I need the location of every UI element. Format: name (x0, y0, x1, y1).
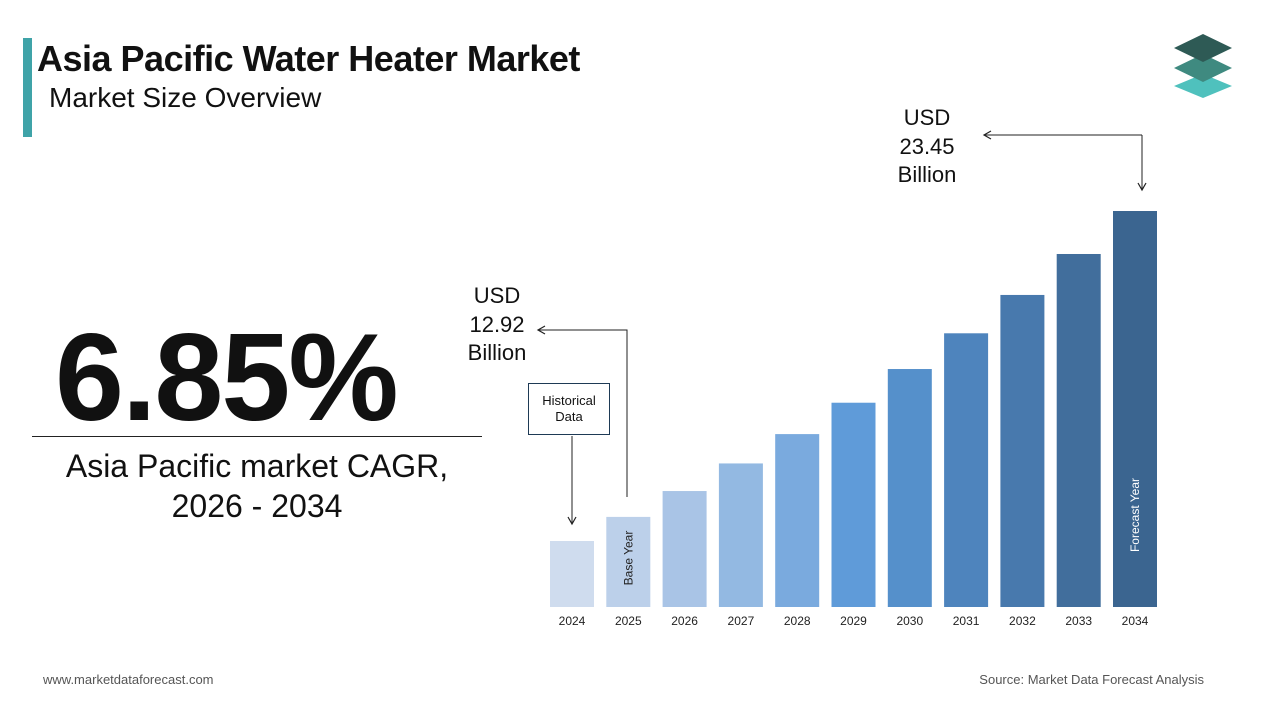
end-value-callout: USD 23.45 Billion (877, 104, 977, 190)
accent-bar (23, 38, 32, 137)
bar-2024 (550, 541, 594, 607)
logo-layer-bottom (1174, 74, 1232, 98)
bar-2032 (1000, 294, 1045, 607)
cagr-label: Asia Pacific market CAGR, 2026 - 2034 (32, 446, 482, 526)
historical-box-line1: Historical (542, 393, 596, 408)
start-value-arrow (536, 325, 628, 497)
x-tick-label-2026: 2026 (671, 614, 698, 628)
start-callout-unit: Billion (467, 340, 527, 365)
x-tick-label-2030: 2030 (896, 614, 923, 628)
end-callout-value: 23.45 (899, 133, 955, 159)
historical-data-box: Historical Data (528, 383, 610, 435)
x-tick-label-2028: 2028 (784, 614, 811, 628)
bar-2031 (944, 333, 989, 607)
base-year-label: Base Year (621, 531, 635, 586)
start-value-callout: USD 12.92 Billion (447, 282, 547, 368)
bar-2033 (1056, 253, 1101, 607)
cagr-label-line1: Asia Pacific market CAGR, (65, 448, 449, 484)
bar-2028 (775, 434, 820, 607)
footer-website: www.marketdataforecast.com (43, 672, 214, 687)
x-tick-label-2024: 2024 (559, 614, 586, 628)
end-callout-unit: Billion (897, 162, 957, 187)
bar-2025 (606, 516, 651, 607)
x-tick-label-2027: 2027 (728, 614, 755, 628)
bar-2034 (1113, 211, 1157, 607)
page-subtitle: Market Size Overview (49, 82, 322, 113)
cagr-divider (32, 436, 482, 437)
logo-layer-middle (1174, 54, 1232, 82)
logo-layer-top (1174, 34, 1232, 62)
bar-2026 (662, 491, 707, 607)
cagr-value: 6.85% (55, 309, 399, 447)
x-tick-label-2034: 2034 (1122, 614, 1149, 628)
x-tick-label-2033: 2033 (1065, 614, 1092, 628)
forecast-year-label: Forecast Year (1128, 478, 1142, 552)
end-callout-currency: USD (903, 105, 951, 130)
cagr-label-line2: 2026 - 2034 (171, 488, 343, 524)
bar-2029 (831, 402, 876, 607)
start-callout-currency: USD (473, 283, 521, 308)
bar-2030 (887, 369, 932, 607)
x-tick-label-2032: 2032 (1009, 614, 1036, 628)
historical-box-line2: Data (555, 409, 583, 424)
x-tick-label-2031: 2031 (953, 614, 980, 628)
start-callout-value: 12.92 (469, 311, 525, 337)
x-tick-label-2025: 2025 (615, 614, 642, 628)
bar-2027 (718, 463, 763, 607)
stacked-layers-icon (1174, 34, 1232, 98)
page-title: Asia Pacific Water Heater Market (37, 38, 580, 79)
x-tick-label-2029: 2029 (840, 614, 867, 628)
footer-source: Source: Market Data Forecast Analysis (979, 672, 1204, 687)
